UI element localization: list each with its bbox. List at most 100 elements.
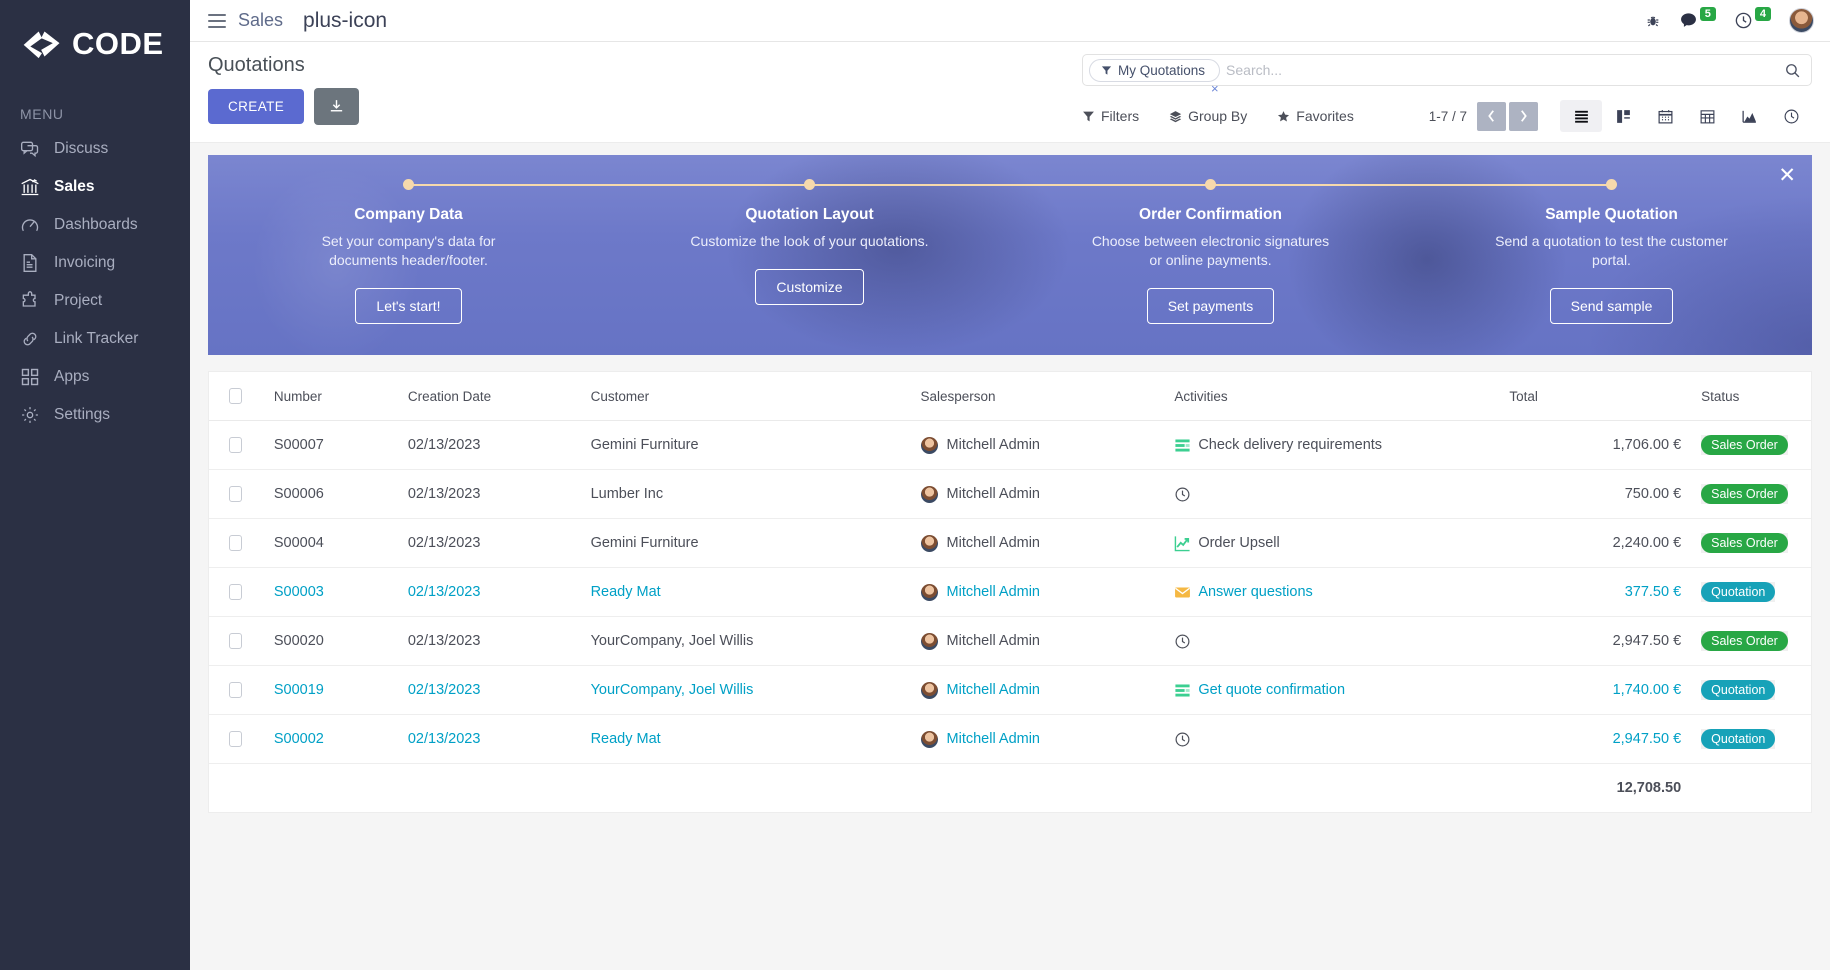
row-checkbox[interactable]: [229, 437, 242, 453]
table-foot: 12,708.50: [209, 764, 1811, 813]
avatar: [920, 632, 938, 650]
cell-number[interactable]: S00007: [265, 420, 400, 470]
sidebar-item-settings[interactable]: Settings: [0, 396, 190, 434]
column-header-number[interactable]: Number: [265, 372, 400, 421]
cell-activities[interactable]: Answer questions: [1166, 567, 1502, 617]
cell-number[interactable]: S00003: [265, 567, 400, 617]
column-header-status[interactable]: Status: [1689, 372, 1811, 421]
salesperson-name: Mitchell Admin: [946, 682, 1040, 698]
cell-number[interactable]: S00020: [265, 616, 400, 666]
filter-icon: [1101, 65, 1112, 75]
pager-next-button[interactable]: [1509, 101, 1538, 131]
graph-view-button[interactable]: [1728, 100, 1770, 132]
table-row[interactable]: S00007 02/13/2023 Gemini Furniture Mitchell…: [209, 420, 1811, 470]
avatar[interactable]: [1789, 8, 1814, 33]
cell-status: Sales Order: [1689, 469, 1811, 519]
view-switcher: [1560, 100, 1812, 132]
cell-activities[interactable]: [1166, 616, 1502, 666]
messages-indicator[interactable]: 5: [1679, 6, 1716, 30]
search-input[interactable]: [1220, 62, 1784, 78]
messages-count: 5: [1699, 6, 1716, 21]
cell-number[interactable]: S00006: [265, 469, 400, 519]
search-bar[interactable]: My Quotations ×: [1082, 54, 1812, 96]
row-checkbox[interactable]: [229, 486, 242, 502]
select-all-checkbox[interactable]: [229, 388, 242, 404]
gear-icon: [22, 407, 38, 423]
cell-number[interactable]: S00004: [265, 518, 400, 568]
import-button[interactable]: [314, 88, 360, 125]
pager-previous-button[interactable]: [1477, 101, 1506, 131]
brand[interactable]: CODE: [0, 18, 190, 62]
step-description: Choose between electronic signatures or …: [1091, 233, 1330, 268]
hamburger-icon[interactable]: [208, 13, 226, 28]
cell-number[interactable]: S00002: [265, 714, 400, 764]
activities-indicator[interactable]: 4: [1734, 6, 1771, 30]
avatar: [920, 436, 938, 454]
create-button[interactable]: CREATE: [208, 89, 305, 124]
lets-start-button[interactable]: Let's start!: [355, 287, 462, 324]
list-view-button[interactable]: [1560, 100, 1602, 132]
column-header-activities[interactable]: Activities: [1166, 372, 1502, 421]
sidebar-item-dashboards[interactable]: Dashboards: [0, 206, 190, 244]
bug-icon[interactable]: [1645, 13, 1661, 29]
table-total-row: 12,708.50: [209, 764, 1811, 813]
cell-customer: YourCompany, Joel Willis: [582, 616, 913, 666]
cell-activities[interactable]: [1166, 714, 1502, 764]
table-row[interactable]: S00002 02/13/2023 Ready Mat Mitchell Admin 2…: [209, 714, 1811, 764]
sidebar-item-apps[interactable]: Apps: [0, 358, 190, 396]
project-icon: [22, 291, 36, 307]
close-icon[interactable]: ✕: [1778, 164, 1796, 187]
column-header-creation-date[interactable]: Creation Date: [399, 372, 583, 421]
calendar-view-button[interactable]: [1644, 100, 1686, 132]
step-title: Quotation Layout: [745, 206, 874, 223]
column-header-total[interactable]: Total: [1501, 372, 1690, 421]
plus-icon[interactable]: plus-icon: [303, 9, 388, 32]
column-header-customer[interactable]: Customer: [582, 372, 913, 421]
group-by-dropdown[interactable]: Group By: [1169, 108, 1247, 124]
cell-number[interactable]: S00019: [265, 665, 400, 715]
cell-activities[interactable]: [1166, 469, 1502, 519]
search-facet-my-quotations[interactable]: My Quotations: [1089, 58, 1221, 82]
favorites-dropdown[interactable]: Favorites: [1277, 108, 1354, 124]
cell-activities[interactable]: Check delivery requirements: [1166, 420, 1502, 470]
set-payments-button[interactable]: Set payments: [1146, 287, 1275, 324]
sidebar-item-invoicing[interactable]: Invoicing: [0, 244, 190, 282]
customize-button[interactable]: Customize: [755, 268, 864, 305]
row-checkbox[interactable]: [229, 584, 242, 600]
row-checkbox[interactable]: [229, 633, 242, 649]
row-checkbox[interactable]: [229, 535, 242, 551]
list-green-icon: [1175, 438, 1190, 452]
column-header-salesperson[interactable]: Salesperson: [912, 372, 1167, 421]
row-select-cell: [209, 567, 266, 617]
table-row[interactable]: S00004 02/13/2023 Gemini Furniture Mitchell…: [209, 518, 1811, 568]
pivot-view-button[interactable]: [1686, 100, 1728, 132]
sidebar-item-link-tracker[interactable]: Link Tracker: [0, 320, 190, 358]
activity-view-button[interactable]: [1770, 100, 1812, 132]
discuss-icon: [21, 141, 39, 158]
filters-dropdown[interactable]: Filters: [1082, 108, 1139, 124]
kanban-view-button[interactable]: [1602, 100, 1644, 132]
sidebar-item-label: Dashboards: [54, 216, 138, 233]
cell-activities[interactable]: Get quote confirmation: [1166, 665, 1502, 715]
chevron-right-icon: [1521, 110, 1527, 122]
send-sample-button[interactable]: Send sample: [1549, 287, 1674, 324]
cell-activities[interactable]: Order Upsell: [1166, 518, 1502, 568]
chart-up-icon: [1175, 535, 1190, 551]
table-row[interactable]: S00020 02/13/2023 YourCompany, Joel Willis…: [209, 616, 1811, 666]
calendar-icon: [1658, 109, 1672, 123]
row-checkbox[interactable]: [229, 731, 242, 747]
sales-icon: [21, 178, 39, 196]
sidebar-item-sales[interactable]: Sales: [0, 168, 190, 206]
row-checkbox[interactable]: [229, 682, 242, 698]
sidebar-item-project[interactable]: Project: [0, 282, 190, 320]
breadcrumb[interactable]: Sales: [238, 10, 284, 30]
table-row[interactable]: S00003 02/13/2023 Ready Mat Mitchell Admin A…: [209, 567, 1811, 617]
table-row[interactable]: S00006 02/13/2023 Lumber Inc Mitchell Admin…: [209, 469, 1811, 519]
action-buttons: CREATE: [208, 88, 360, 125]
table-row[interactable]: S00019 02/13/2023 YourCompany, Joel Willis…: [209, 665, 1811, 715]
activity-label: Check delivery requirements: [1198, 437, 1383, 453]
search-icon[interactable]: [1784, 62, 1801, 79]
sidebar-item-discuss[interactable]: Discuss: [0, 130, 190, 168]
content-area: ✕ Company Data Set your company's data f…: [190, 143, 1830, 970]
remove-facet-icon[interactable]: ×: [1211, 81, 1219, 96]
